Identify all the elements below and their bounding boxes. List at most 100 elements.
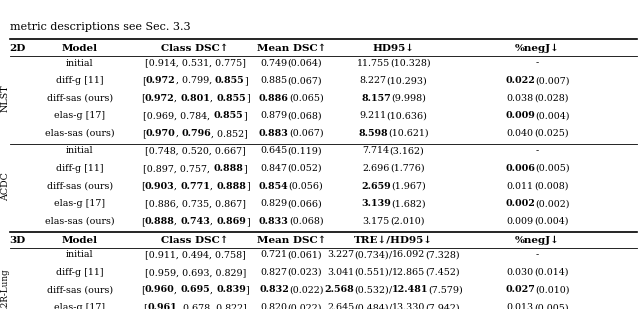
Text: -: - xyxy=(536,250,540,259)
Text: Mean DSC↑: Mean DSC↑ xyxy=(257,44,326,53)
Text: 0.855: 0.855 xyxy=(214,111,243,121)
Text: (0.068): (0.068) xyxy=(287,111,322,121)
Text: [0.897, 0.757,: [0.897, 0.757, xyxy=(143,164,213,173)
Text: 0.855: 0.855 xyxy=(216,94,246,103)
Text: (7.452): (7.452) xyxy=(426,268,460,277)
Text: , 0.799,: , 0.799, xyxy=(175,76,215,85)
Text: ]: ] xyxy=(246,182,250,191)
Text: 0.972: 0.972 xyxy=(145,94,174,103)
Text: 13.330: 13.330 xyxy=(392,303,426,309)
Text: 0.970: 0.970 xyxy=(146,129,175,138)
Text: /: / xyxy=(389,268,392,277)
Text: 0.903: 0.903 xyxy=(145,182,174,191)
Text: /: / xyxy=(389,250,392,259)
Text: (1.967): (1.967) xyxy=(391,182,426,191)
Text: [0.911, 0.494, 0.758]: [0.911, 0.494, 0.758] xyxy=(145,250,246,259)
Text: 0.854: 0.854 xyxy=(259,182,289,191)
Text: ,: , xyxy=(210,182,216,191)
Text: 0.869: 0.869 xyxy=(216,217,246,226)
Text: diff-g [11]: diff-g [11] xyxy=(56,268,104,277)
Text: 11.755: 11.755 xyxy=(356,58,390,68)
Text: (0.025): (0.025) xyxy=(534,129,568,138)
Text: (0.067): (0.067) xyxy=(289,129,323,138)
Text: 0.749: 0.749 xyxy=(260,58,287,68)
Text: Model: Model xyxy=(62,236,98,245)
Text: 7.714: 7.714 xyxy=(363,146,390,155)
Text: ,: , xyxy=(174,94,180,103)
Text: , 0.852]: , 0.852] xyxy=(211,129,248,138)
Text: ]: ] xyxy=(246,286,250,294)
Text: (0.061): (0.061) xyxy=(287,250,322,259)
Text: 0.771: 0.771 xyxy=(180,182,210,191)
Text: 9.211: 9.211 xyxy=(360,111,387,121)
Text: [0.748, 0.520, 0.667]: [0.748, 0.520, 0.667] xyxy=(145,146,246,155)
Text: (0.484): (0.484) xyxy=(355,303,389,309)
Text: 0.009: 0.009 xyxy=(506,111,535,121)
Text: HD95↓: HD95↓ xyxy=(372,44,415,53)
Text: [: [ xyxy=(141,182,145,191)
Text: (1.682): (1.682) xyxy=(391,199,426,208)
Text: diff-sas (ours): diff-sas (ours) xyxy=(47,286,113,294)
Text: (1.776): (1.776) xyxy=(390,164,424,173)
Text: ,: , xyxy=(175,129,182,138)
Text: 3.041: 3.041 xyxy=(327,268,354,277)
Text: 0.827: 0.827 xyxy=(260,268,287,277)
Text: 8.598: 8.598 xyxy=(358,129,388,138)
Text: diff-g [11]: diff-g [11] xyxy=(56,76,104,85)
Text: [0.886, 0.735, 0.867]: [0.886, 0.735, 0.867] xyxy=(145,199,246,208)
Text: (0.022): (0.022) xyxy=(289,286,323,294)
Text: metric descriptions see Sec. 3.3: metric descriptions see Sec. 3.3 xyxy=(10,22,190,32)
Text: (0.022): (0.022) xyxy=(287,303,322,309)
Text: (7.328): (7.328) xyxy=(426,250,460,259)
Text: 0.040: 0.040 xyxy=(507,129,534,138)
Text: 0.888: 0.888 xyxy=(213,164,243,173)
Text: 0.972: 0.972 xyxy=(146,76,175,85)
Text: Class DSC↑: Class DSC↑ xyxy=(161,236,229,245)
Text: -: - xyxy=(536,146,540,155)
Text: 3.227: 3.227 xyxy=(327,250,355,259)
Text: Model: Model xyxy=(62,44,98,53)
Text: 2D: 2D xyxy=(10,44,26,53)
Text: 0.695: 0.695 xyxy=(180,286,210,294)
Text: ]: ] xyxy=(244,76,248,85)
Text: (0.002): (0.002) xyxy=(535,199,570,208)
Text: 0.820: 0.820 xyxy=(260,303,287,309)
Text: 16.092: 16.092 xyxy=(392,250,426,259)
Text: ]: ] xyxy=(246,94,250,103)
Text: (0.068): (0.068) xyxy=(289,217,323,226)
Text: (0.066): (0.066) xyxy=(287,199,322,208)
Text: (0.551): (0.551) xyxy=(354,268,389,277)
Text: 0.832: 0.832 xyxy=(259,286,289,294)
Text: 0.796: 0.796 xyxy=(182,129,211,138)
Text: elas-sas (ours): elas-sas (ours) xyxy=(45,129,115,138)
Text: [: [ xyxy=(141,94,145,103)
Text: 0.839: 0.839 xyxy=(216,286,246,294)
Text: 0.645: 0.645 xyxy=(260,146,287,155)
Text: (0.005): (0.005) xyxy=(534,303,568,309)
Text: (0.004): (0.004) xyxy=(535,111,570,121)
Text: ]: ] xyxy=(243,164,247,173)
Text: 0.886: 0.886 xyxy=(259,94,289,103)
Text: 0.833: 0.833 xyxy=(259,217,289,226)
Text: elas-g [17]: elas-g [17] xyxy=(54,303,106,309)
Text: (7.579): (7.579) xyxy=(428,286,463,294)
Text: (0.004): (0.004) xyxy=(534,217,568,226)
Text: 0.027: 0.027 xyxy=(506,286,535,294)
Text: (10.293): (10.293) xyxy=(387,76,428,85)
Text: (0.734): (0.734) xyxy=(355,250,389,259)
Text: initial: initial xyxy=(66,146,94,155)
Text: initial: initial xyxy=(66,250,94,259)
Text: 0.888: 0.888 xyxy=(145,217,174,226)
Text: 0.888: 0.888 xyxy=(216,182,246,191)
Text: 8.157: 8.157 xyxy=(362,94,391,103)
Text: [: [ xyxy=(142,129,146,138)
Text: ,: , xyxy=(210,217,216,226)
Text: (0.005): (0.005) xyxy=(535,164,570,173)
Text: NLST: NLST xyxy=(1,84,10,112)
Text: %negJ↓: %negJ↓ xyxy=(515,44,560,53)
Text: [: [ xyxy=(143,303,147,309)
Text: 3D: 3D xyxy=(10,236,26,245)
Text: [: [ xyxy=(141,286,145,294)
Text: elas-g [17]: elas-g [17] xyxy=(54,111,106,121)
Text: 0.002: 0.002 xyxy=(506,199,535,208)
